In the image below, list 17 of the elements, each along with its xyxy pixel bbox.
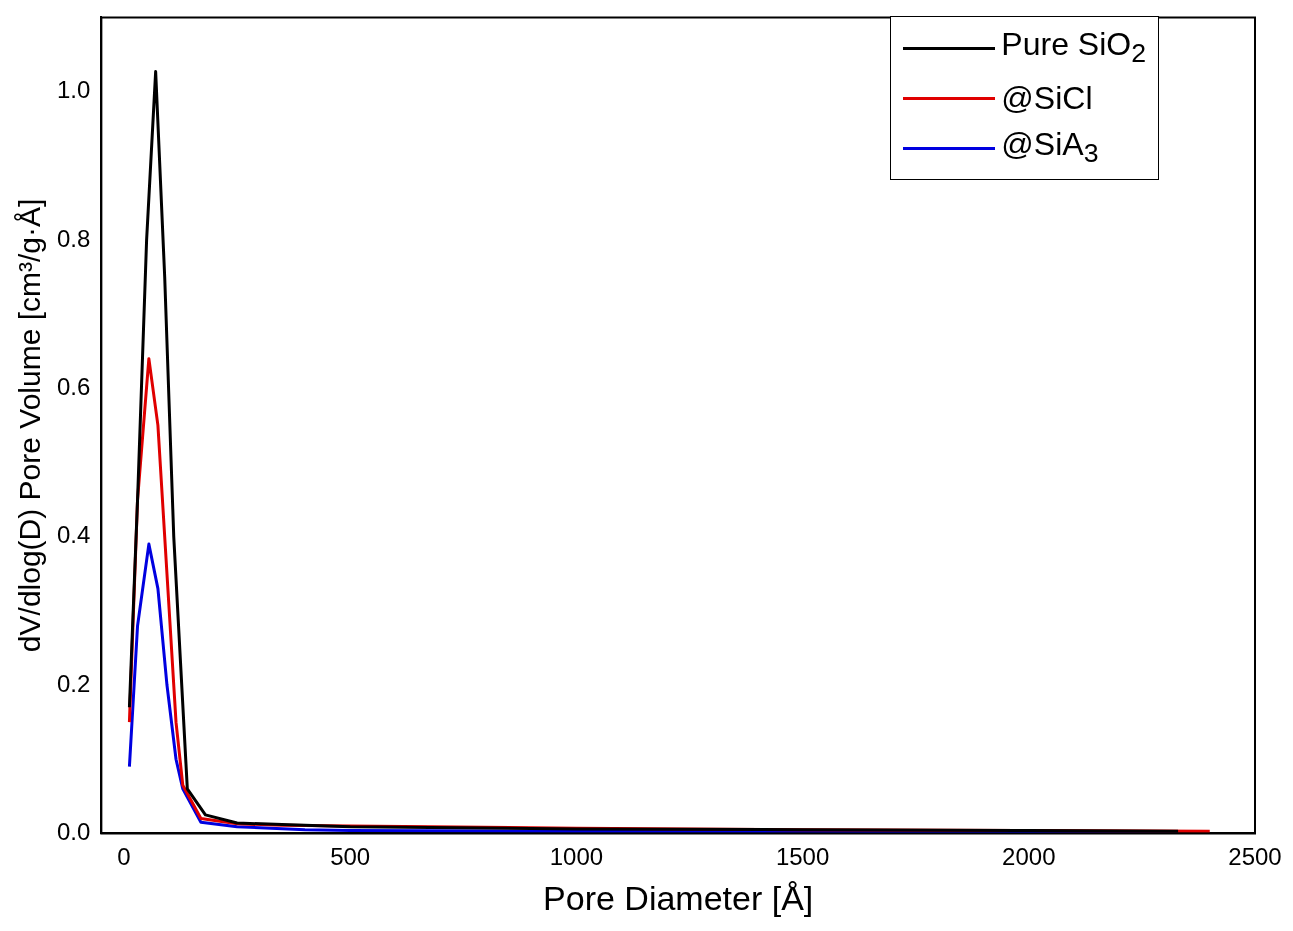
legend-label: @SiA$_{3}$ <box>1001 126 1099 170</box>
y-tick-label: 0.0 <box>56 818 91 846</box>
x-tick-label: 2000 <box>1002 843 1056 871</box>
y-tick-label: 0.6 <box>56 372 91 400</box>
y-tick-label: 1.0 <box>56 76 91 104</box>
x-axis-title: Pore Diameter [Å] <box>543 878 814 917</box>
y-tick-label: 0.4 <box>56 521 91 549</box>
x-tick-label: 500 <box>330 843 371 871</box>
x-tick-label: 1000 <box>549 843 604 871</box>
x-tick-label: 1500 <box>775 843 830 871</box>
legend-label: @SiCl <box>1001 79 1093 117</box>
x-tick-label: 2500 <box>1228 843 1282 871</box>
legend-label: Pure SiO$_{2}$ <box>1001 26 1146 70</box>
y-tick-label: 0.8 <box>56 224 91 252</box>
x-tick-label: 0 <box>117 843 131 871</box>
y-tick-label: 0.2 <box>56 669 91 697</box>
y-axis-title: dV/dlog(D) Pore Volume [cm³/g·Å] <box>13 198 47 653</box>
